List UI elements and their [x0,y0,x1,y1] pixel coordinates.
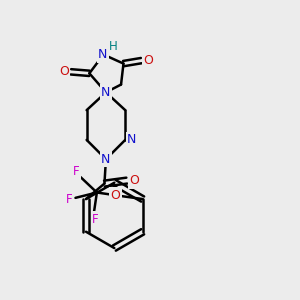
Text: O: O [143,54,153,67]
Text: F: F [73,165,80,178]
Text: H: H [109,40,117,53]
Text: O: O [59,65,69,78]
Text: F: F [66,193,73,206]
Text: N: N [101,153,111,166]
Text: F: F [92,213,99,226]
Text: N: N [127,134,136,146]
Text: O: O [110,189,120,202]
Text: O: O [129,174,139,187]
Text: N: N [98,48,108,61]
Text: N: N [101,86,111,99]
